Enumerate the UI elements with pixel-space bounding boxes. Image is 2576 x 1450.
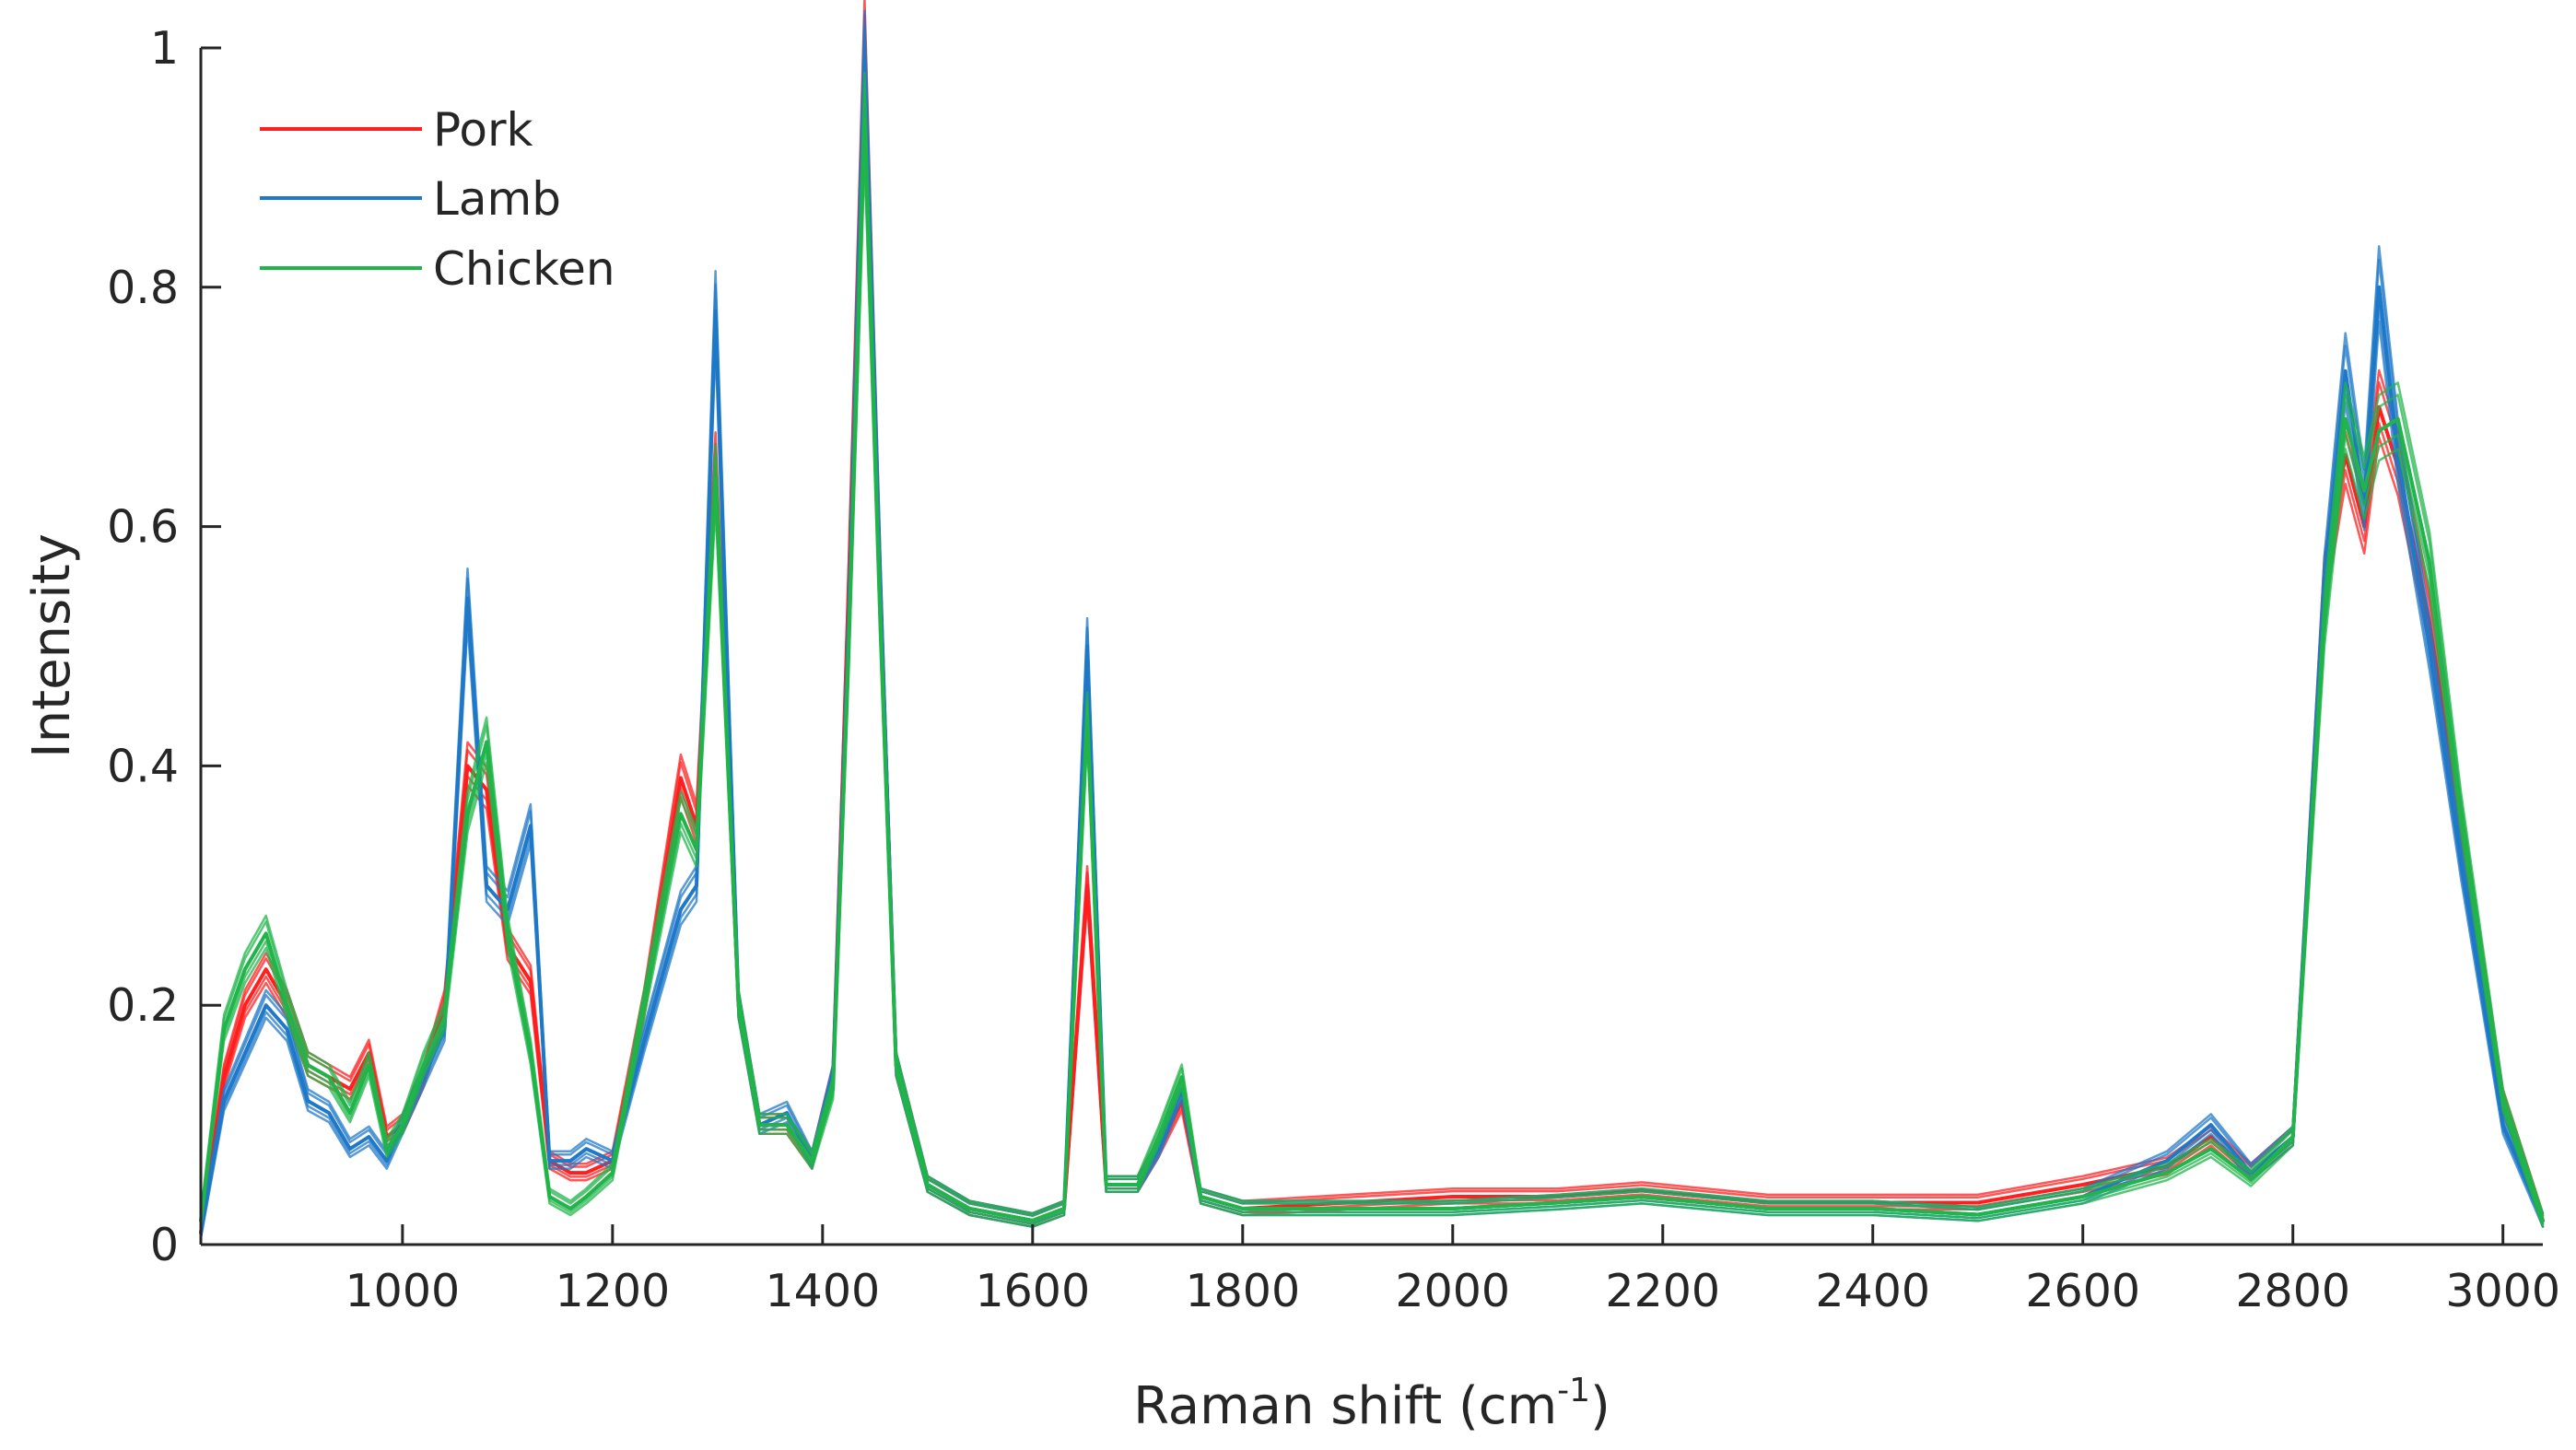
- x-tick-label: 1400: [765, 1265, 880, 1317]
- series-line-chicken-replicate-4: [199, 71, 2545, 1215]
- series-line-chicken-replicate-1: [199, 158, 2545, 1228]
- x-tick-label: 1800: [1185, 1265, 1300, 1317]
- legend: Pork Lamb Chicken: [260, 103, 615, 296]
- y-tick-label: 0: [150, 1219, 179, 1271]
- y-tick-label: 0.8: [107, 262, 179, 314]
- y-tick-label: 0.4: [107, 740, 179, 792]
- x-ticks: 1000 1200 1400 1600 1800 2000 2200 2400 2600 2800…: [345, 1224, 2560, 1317]
- x-tick-label: 1600: [975, 1265, 1090, 1317]
- axes-layer: [199, 48, 2543, 1246]
- x-tick-label: 2800: [2235, 1265, 2350, 1317]
- x-axis-title-superscript: -1: [1557, 1372, 1590, 1409]
- x-axis-title: Raman shift (cm-1): [1133, 1372, 1610, 1436]
- x-tick-label: 1200: [555, 1265, 670, 1317]
- y-tick-label: 0.2: [107, 979, 179, 1032]
- series-line-lamb: [199, 58, 2545, 1234]
- x-tick-label: 3000: [2445, 1265, 2560, 1317]
- x-tick-label: 2600: [2025, 1265, 2140, 1317]
- y-ticks: 0 0.2 0.4 0.6 0.8 1: [107, 22, 221, 1271]
- y-tick-label: 1: [150, 22, 179, 75]
- legend-label-lamb: Lamb: [433, 172, 561, 226]
- y-axis-title: Intensity: [22, 533, 82, 758]
- x-tick-label: 2000: [1395, 1265, 1510, 1317]
- series-line-chicken-replicate-3: [199, 139, 2545, 1225]
- series-layer: [199, 0, 2545, 1240]
- x-tick-label: 1000: [345, 1265, 461, 1317]
- legend-label-chicken: Chicken: [433, 242, 615, 296]
- x-tick-label: 2200: [1605, 1265, 1720, 1317]
- legend-label-pork: Pork: [433, 103, 533, 157]
- x-tick-label: 2400: [1815, 1265, 1930, 1317]
- y-tick-label: 0.6: [107, 501, 179, 554]
